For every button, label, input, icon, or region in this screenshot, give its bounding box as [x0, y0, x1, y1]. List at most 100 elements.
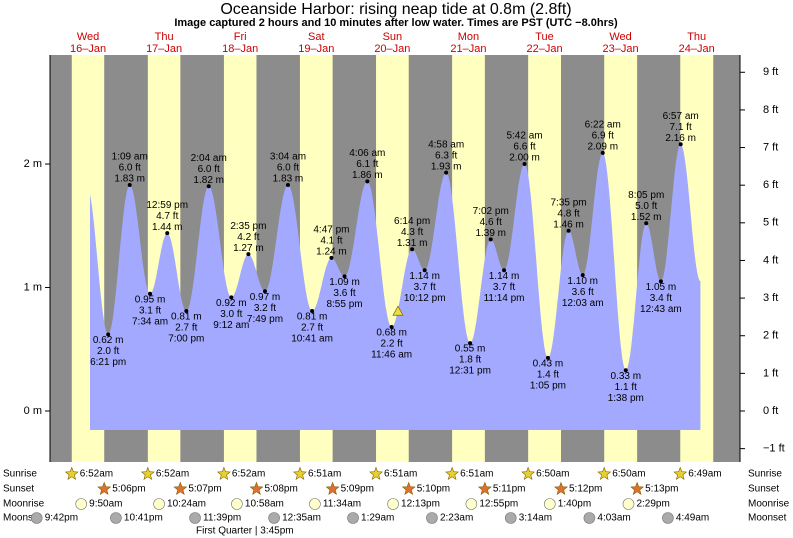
tide-label: 1.83 m — [114, 174, 145, 185]
y-tick-label: 0 m — [24, 405, 42, 417]
tide-point — [365, 179, 370, 184]
moonrise-time: 2:29pm — [636, 499, 669, 510]
moon-icon — [426, 512, 438, 524]
tide-point — [262, 289, 267, 294]
y-tick-label: 2 m — [24, 158, 42, 170]
row-label: Moonset — [748, 513, 787, 524]
tide-label: 2.16 m — [665, 133, 696, 144]
tide-point — [444, 170, 449, 175]
moonrise-time: 12:55pm — [479, 499, 518, 510]
tide-label: 4.6 ft — [480, 217, 502, 228]
sun-icon — [521, 466, 536, 480]
sunrise-time: 6:52am — [156, 469, 189, 480]
tide-label: 0.81 m — [171, 312, 202, 323]
weekday-label: Wed — [77, 31, 99, 43]
y2-tick-label: 3 ft — [763, 292, 778, 304]
sunrise-time: 6:51am — [308, 469, 341, 480]
tide-label: 3.6 ft — [572, 287, 594, 298]
weekday-label: Thu — [155, 31, 174, 43]
tide-label: 3.7 ft — [414, 282, 436, 293]
weekday-label: Mon — [458, 31, 479, 43]
tide-point — [600, 150, 605, 155]
sun-icon — [325, 481, 340, 495]
tide-label: 1.4 ft — [537, 370, 559, 381]
tide-label: 1.44 m — [152, 222, 183, 233]
moon-icon — [110, 512, 122, 524]
y2-tick-label: 5 ft — [763, 217, 778, 229]
sunset-time: 5:10pm — [417, 484, 450, 495]
tide-point — [127, 183, 132, 188]
tide-point — [545, 355, 550, 360]
tide-point — [106, 332, 111, 337]
moonset-time: 3:14am — [519, 513, 552, 524]
tide-label: 11:14 pm — [484, 293, 525, 304]
tide-label: 1:09 am — [112, 152, 148, 163]
sunset-time: 5:13pm — [645, 484, 678, 495]
tide-label: 0.43 m — [533, 359, 564, 370]
tide-label: 4:58 am — [428, 139, 464, 150]
weekday-label: Sat — [308, 31, 325, 43]
tide-label: 1.8 ft — [459, 355, 481, 366]
tide-label: 1.05 m — [646, 282, 677, 293]
moon-icon — [387, 498, 399, 510]
sunset-time: 5:06pm — [112, 484, 145, 495]
weekday-label: Thu — [687, 31, 706, 43]
tide-label: 2.7 ft — [301, 323, 323, 334]
sunrise-time: 6:50am — [612, 469, 645, 480]
tide-label: 0.95 m — [135, 294, 166, 305]
tide-label: 1.10 m — [567, 276, 598, 287]
sun-icon — [630, 481, 645, 495]
tide-label: 0.97 m — [250, 292, 281, 303]
sun-icon — [597, 466, 612, 480]
row-label: Moonrise — [748, 499, 790, 510]
tide-label: 2.7 ft — [175, 323, 197, 334]
y-tick-label: 1 m — [24, 281, 42, 293]
moon-icon — [231, 498, 243, 510]
tide-label: 7:02 pm — [473, 206, 509, 217]
tide-point — [329, 255, 334, 260]
tide-point — [229, 295, 234, 300]
tide-label: 6.0 ft — [119, 163, 141, 174]
moonrise-time: 12:13pm — [401, 499, 440, 510]
date-label: 24–Jan — [679, 43, 715, 55]
sun-icon — [293, 466, 307, 480]
tide-label: 7:00 pm — [168, 334, 204, 345]
moonset-time: 9:42pm — [45, 513, 78, 524]
date-label: 16–Jan — [70, 43, 106, 55]
moon-phase: First Quarter | 3:45pm — [196, 526, 294, 537]
moon-icon — [504, 512, 517, 524]
tide-label: 1.83 m — [273, 174, 304, 185]
date-label: 18–Jan — [222, 43, 258, 55]
tide-label: 3.2 ft — [254, 303, 276, 314]
current-level-marker — [392, 305, 404, 316]
tide-label: 6.6 ft — [513, 142, 535, 153]
y2-tick-label: 8 ft — [763, 104, 778, 116]
date-label: 22–Jan — [526, 43, 562, 55]
tide-point — [522, 162, 527, 167]
tide-label: 12:43 am — [640, 304, 682, 315]
tide-label: 2:35 pm — [230, 221, 266, 232]
sun-icon — [554, 481, 568, 495]
y2-tick-label: 4 ft — [763, 254, 778, 266]
tide-label: 7:34 am — [132, 316, 168, 327]
tide-label: 1.52 m — [631, 212, 662, 223]
tide-point — [165, 231, 170, 236]
tide-label: 6.0 ft — [277, 163, 299, 174]
moon-icon — [153, 498, 165, 510]
tide-label: 7:49 pm — [247, 314, 283, 325]
tide-point — [389, 325, 394, 330]
sun-icon — [216, 466, 231, 480]
moonrise-time: 11:34am — [323, 499, 361, 510]
tide-point — [410, 247, 415, 252]
sunrise-time: 6:51am — [460, 469, 493, 480]
sunset-time: 5:09pm — [341, 484, 374, 495]
y2-tick-label: 6 ft — [763, 179, 778, 191]
sunset-time: 5:11pm — [493, 484, 526, 495]
tide-label: 10:12 pm — [404, 293, 446, 304]
date-label: 21–Jan — [450, 43, 486, 55]
tide-label: 10:41 am — [291, 334, 333, 345]
tide-label: 7.1 ft — [670, 122, 692, 133]
tide-point — [184, 308, 189, 313]
moonset-time: 11:39pm — [203, 513, 241, 524]
